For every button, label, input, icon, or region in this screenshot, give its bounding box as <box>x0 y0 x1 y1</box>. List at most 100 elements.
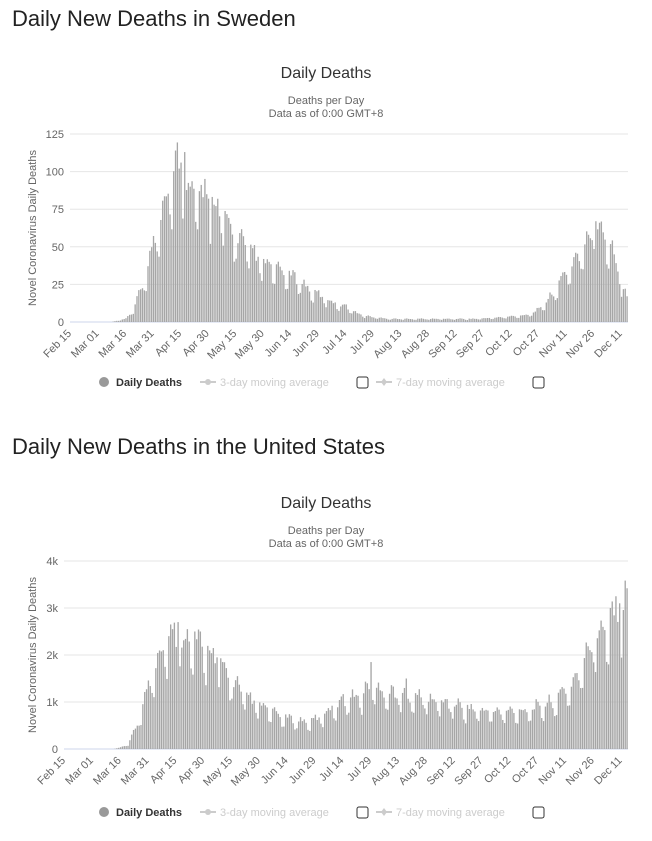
bar <box>382 318 383 322</box>
bar <box>217 199 218 322</box>
x-tick-label: Oct 12 <box>482 755 513 786</box>
bar <box>198 630 199 749</box>
chart-legend: Daily Deaths 3-day moving average 7-day mo… <box>99 377 544 389</box>
checkbox-7day-ma[interactable] <box>533 377 544 388</box>
checkbox-3day-ma[interactable] <box>357 807 368 818</box>
legend-item-daily-deaths[interactable]: Daily Deaths <box>99 377 182 389</box>
bar <box>513 713 514 749</box>
x-tick-label: Oct 27 <box>511 328 542 359</box>
bar <box>603 232 604 322</box>
bar <box>504 723 505 749</box>
bar <box>384 318 385 322</box>
bar <box>626 296 627 322</box>
bar <box>171 229 172 322</box>
bar <box>150 686 151 749</box>
bar <box>625 289 626 322</box>
bar <box>135 729 136 749</box>
bar <box>221 233 222 322</box>
x-tick-label: May 15 <box>201 755 235 789</box>
bar <box>582 688 583 749</box>
bar <box>446 699 447 749</box>
bar <box>610 244 611 322</box>
x-tick-label: Sep 12 <box>426 328 459 361</box>
bar <box>428 320 429 322</box>
bar <box>516 318 517 322</box>
bar <box>158 257 159 322</box>
bar <box>311 718 312 749</box>
bar <box>579 261 580 322</box>
legend-item-3day-ma[interactable]: 3-day moving average <box>200 377 329 389</box>
bar <box>292 270 293 322</box>
x-tick-label: Oct 27 <box>510 755 541 786</box>
bar <box>373 318 374 322</box>
bar <box>259 702 260 749</box>
x-tick-label: Nov 11 <box>537 328 570 361</box>
bar <box>379 318 380 322</box>
bar <box>140 725 141 749</box>
x-tick-label: Mar 31 <box>119 755 152 788</box>
x-tick-label: Jun 14 <box>263 328 295 360</box>
legend-item-7day-ma[interactable]: 7-day moving average <box>376 377 505 389</box>
bar <box>432 318 433 322</box>
bar <box>412 319 413 322</box>
legend-item-7day-ma[interactable]: 7-day moving average <box>376 807 505 819</box>
legend-diamond-icon <box>381 378 387 386</box>
bar <box>530 721 531 749</box>
bar <box>265 705 266 749</box>
bar <box>557 298 558 322</box>
checkbox-7day-ma[interactable] <box>533 807 544 818</box>
bar <box>199 191 200 322</box>
bar <box>380 690 381 749</box>
bar <box>581 269 582 322</box>
bar <box>375 318 376 322</box>
bar <box>435 702 436 749</box>
bar <box>137 726 138 749</box>
x-tick-label: Mar 16 <box>96 328 129 361</box>
bar <box>383 698 384 749</box>
bar <box>206 194 207 322</box>
bar <box>400 712 401 749</box>
bar <box>195 222 196 322</box>
bar <box>358 314 359 322</box>
bar <box>454 707 455 749</box>
bar <box>591 652 592 749</box>
bar <box>543 721 544 749</box>
x-tick-label: Jun 29 <box>287 755 319 787</box>
bar <box>224 211 225 322</box>
bar <box>470 319 471 322</box>
bar <box>450 712 451 749</box>
checkbox-3day-ma[interactable] <box>357 377 368 388</box>
bar <box>511 709 512 749</box>
bar <box>443 702 444 749</box>
bar <box>366 316 367 322</box>
bar <box>436 319 437 322</box>
legend-item-daily-deaths[interactable]: Daily Deaths <box>99 807 182 819</box>
bar <box>452 719 453 749</box>
bar <box>200 632 201 750</box>
bar <box>125 318 126 322</box>
bar <box>445 699 446 749</box>
bar <box>398 705 399 749</box>
bar <box>527 315 528 322</box>
bar <box>324 303 325 322</box>
bar <box>368 315 369 322</box>
legend-item-3day-ma[interactable]: 3-day moving average <box>200 807 329 819</box>
bar <box>604 240 605 322</box>
bar <box>164 196 165 322</box>
bar <box>478 721 479 749</box>
bar <box>515 723 516 749</box>
bar <box>215 206 216 322</box>
x-tick-label: Sep 12 <box>425 755 458 788</box>
bar <box>551 295 552 322</box>
bar <box>459 318 460 322</box>
bar <box>576 673 577 749</box>
bar <box>246 262 247 322</box>
bar <box>564 272 565 322</box>
bar <box>259 273 260 322</box>
bar <box>127 746 128 749</box>
bar <box>424 708 425 749</box>
bar <box>281 270 282 322</box>
bar <box>309 292 310 322</box>
bar <box>344 706 345 749</box>
bar <box>268 262 269 322</box>
